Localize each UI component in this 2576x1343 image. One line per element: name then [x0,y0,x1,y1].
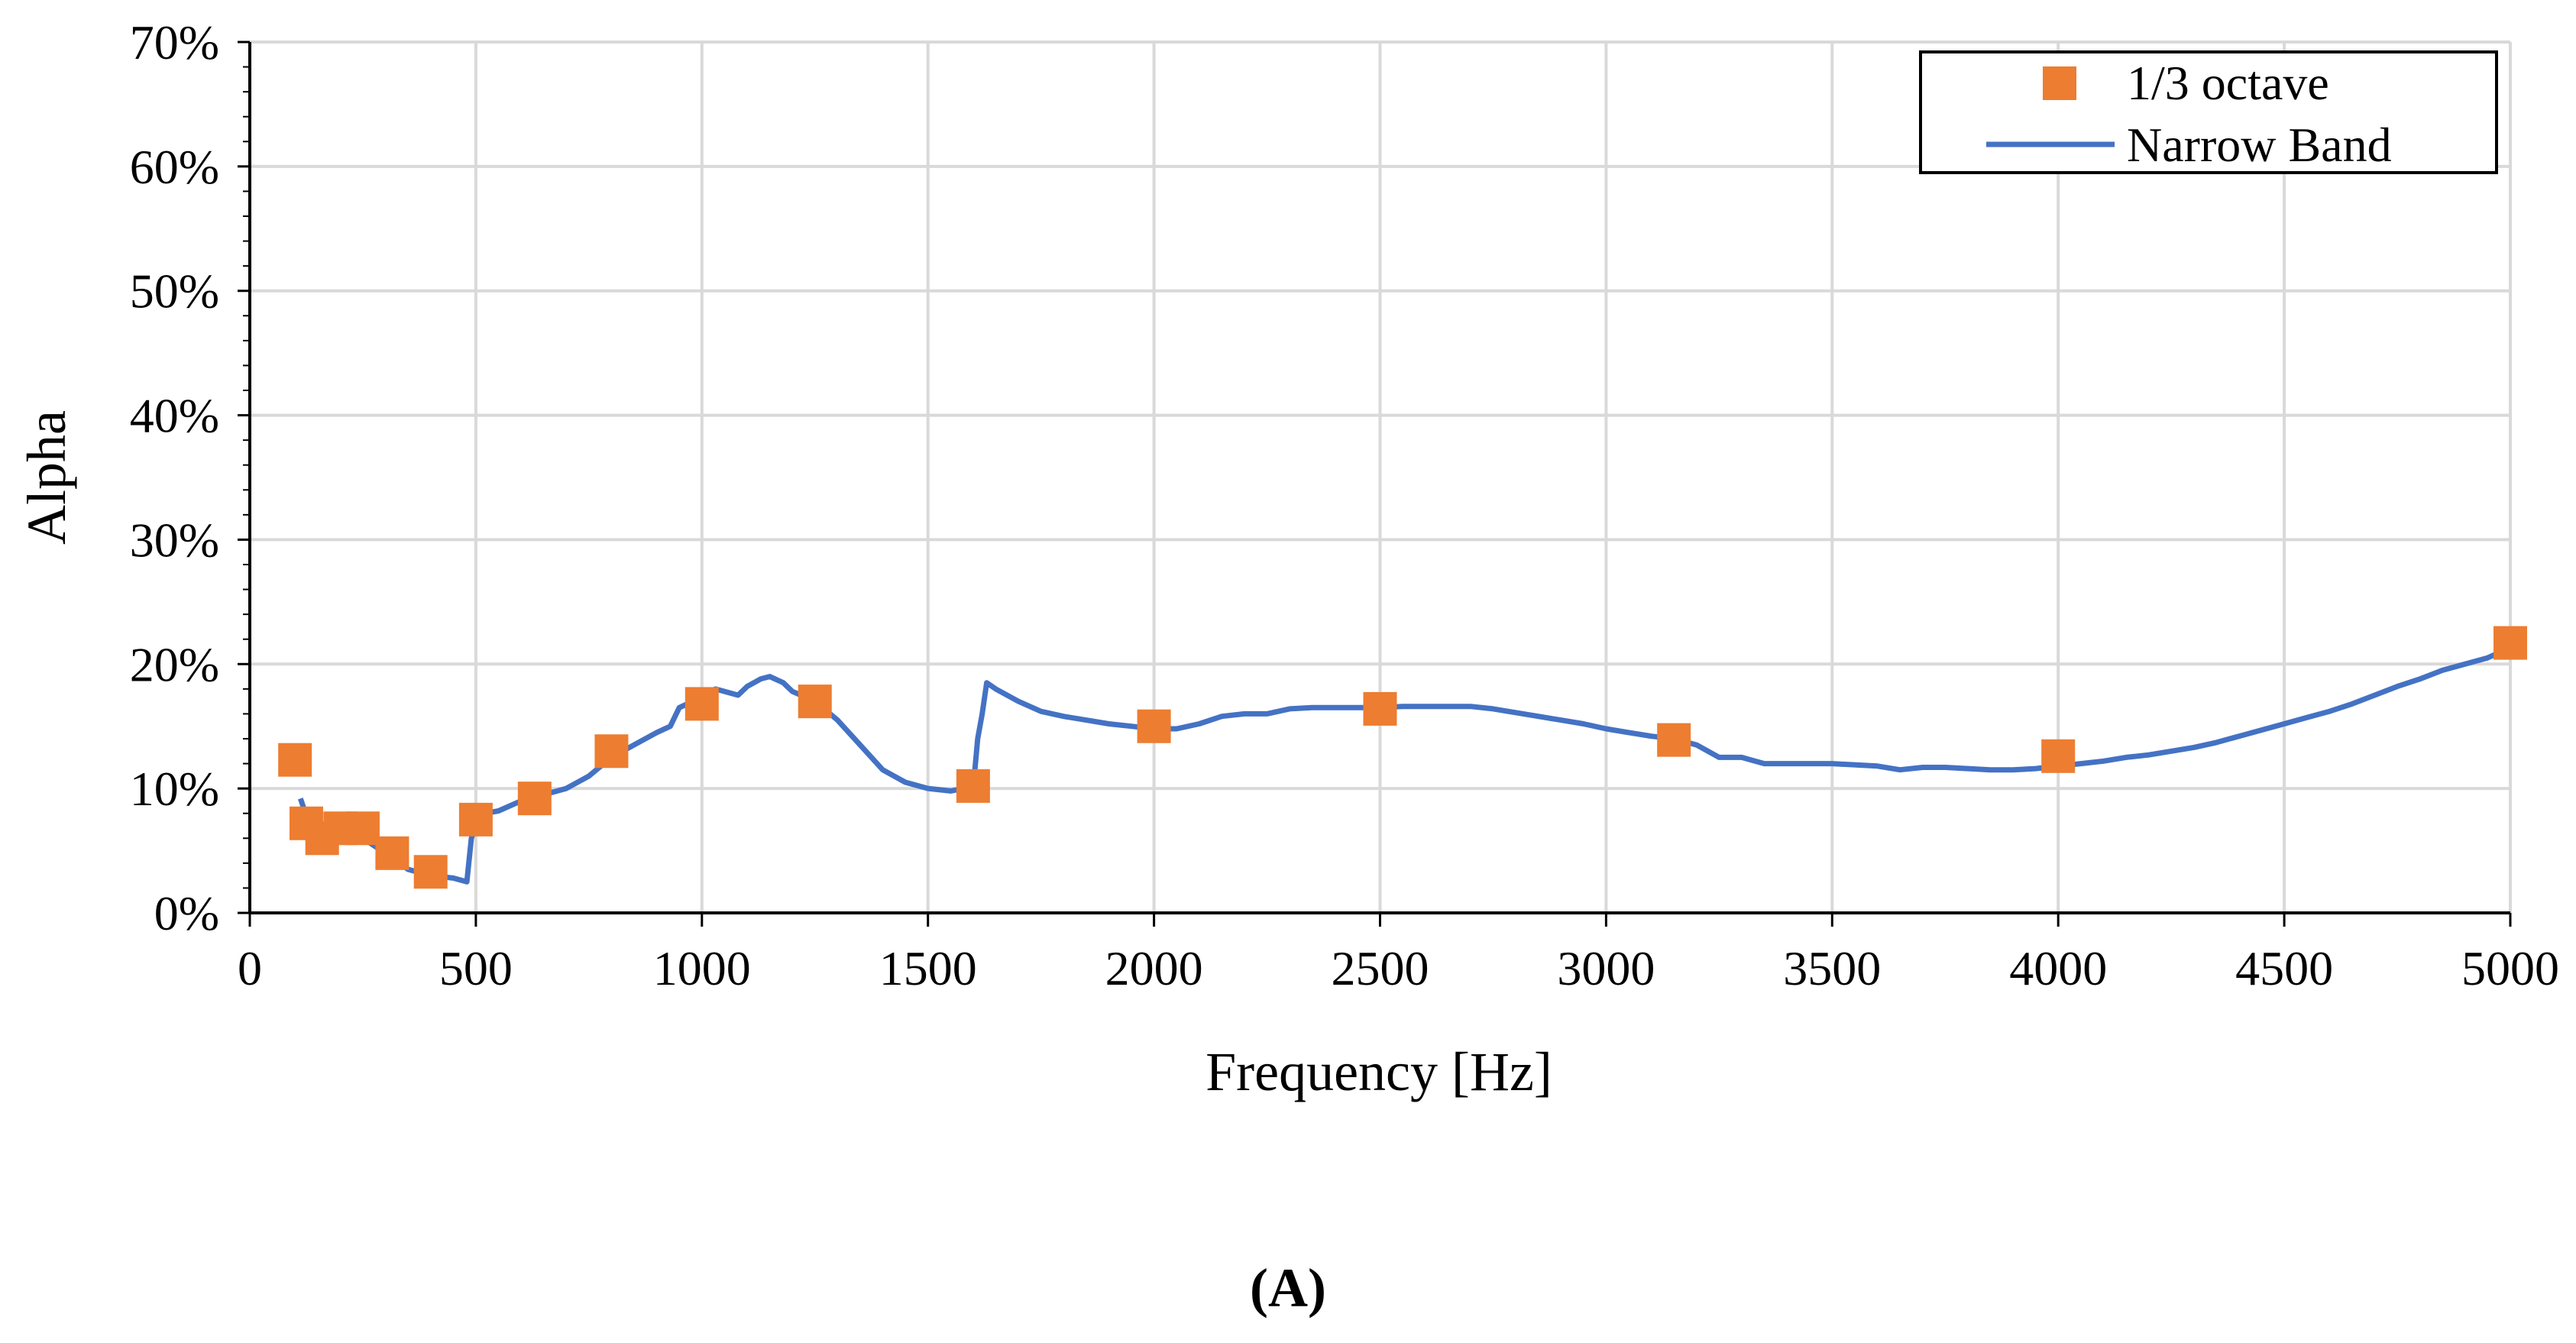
octave-point [684,687,719,721]
x-tick-label: 0 [238,941,262,995]
x-tick-label: 500 [439,941,513,995]
octave-point [2041,739,2076,773]
y-tick-label: 0% [154,886,219,940]
x-tick-label: 3000 [1557,941,1655,995]
x-tick-label: 3500 [1783,941,1881,995]
octave-point [2493,626,2527,660]
x-axis-label: Frequency [Hz] [1205,1041,1552,1102]
y-tick-label: 10% [130,762,219,816]
x-tick-label: 2500 [1332,941,1429,995]
y-axis-label: Alpha [16,410,77,545]
legend-octave-label: 1/3 octave [2127,56,2329,110]
y-tick-label: 70% [130,15,219,70]
octave-point [1137,709,1171,743]
octave-point [345,811,380,846]
x-axis-ticks: 0 500 1000 1500 2000 2500 3000 3500 4000 4500 5000 [238,913,2559,995]
legend-octave-marker [2043,66,2076,100]
x-tick-label: 1500 [879,941,977,995]
narrow-band-line [297,643,2512,885]
octave-point [375,836,409,870]
octave-series [278,626,2527,889]
y-tick-label: 40% [130,389,219,443]
y-tick-label: 20% [130,637,219,691]
octave-point [594,734,629,769]
y-tick-label: 60% [130,140,219,194]
x-tick-label: 5000 [2461,941,2559,995]
y-tick-label: 50% [130,264,219,319]
legend-box [1919,50,2498,174]
octave-point [458,802,493,837]
octave-point [278,743,312,777]
octave-point [956,769,990,803]
x-tick-label: 4000 [2009,941,2107,995]
octave-point [1657,723,1691,757]
octave-point [517,782,552,816]
legend: 1/3 octave Narrow Band [1919,50,2498,174]
narrow-band-series [297,643,2512,885]
grid-lines [250,40,2512,913]
octave-point [413,855,448,889]
y-axis-ticks: 0% 10% 20% 30% 40% 50% 60% 70% [130,15,250,940]
x-tick-label: 1000 [653,941,751,995]
figure-caption: (A) [1250,1257,1326,1319]
x-tick-label: 2000 [1105,941,1203,995]
y-tick-label: 30% [130,513,219,567]
octave-point [798,684,832,719]
x-tick-label: 4500 [2235,941,2333,995]
legend-narrow-band-label: Narrow Band [2127,118,2392,172]
octave-point [1363,691,1397,726]
